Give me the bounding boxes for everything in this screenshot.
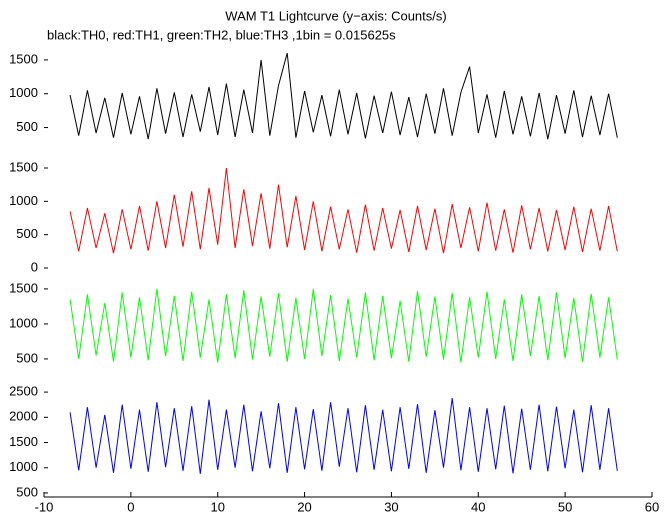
lightcurve <box>69 167 618 254</box>
x-tick-label: -10 <box>35 499 54 514</box>
x-tick-label: 50 <box>558 499 572 514</box>
y-tick-label: 1000 <box>9 315 38 330</box>
x-tick-label: 40 <box>471 499 485 514</box>
chart-subtitle: black:TH0, red:TH1, green:TH2, blue:TH3 … <box>47 27 396 42</box>
lightcurve <box>69 52 618 140</box>
lightcurve <box>69 398 618 474</box>
y-tick-label: 1500 <box>9 434 38 449</box>
x-tick-label: 30 <box>384 499 398 514</box>
y-tick-label: 1000 <box>9 85 38 100</box>
y-tick-label: 1000 <box>9 193 38 208</box>
y-tick-label: 500 <box>16 226 38 241</box>
y-tick-label: 500 <box>16 119 38 134</box>
y-tick-label: 2000 <box>9 409 38 424</box>
y-tick-label: 2500 <box>9 384 38 399</box>
x-tick-label: 20 <box>297 499 311 514</box>
y-tick-label: 500 <box>16 484 38 499</box>
x-tick-label: 10 <box>210 499 224 514</box>
x-tick-label: 60 <box>645 499 659 514</box>
chart-title: WAM T1 Lightcurve (y−axis: Counts/s) <box>225 8 446 23</box>
lightcurve <box>69 288 618 363</box>
y-tick-label: 1000 <box>9 459 38 474</box>
y-tick-label: 500 <box>16 350 38 365</box>
y-tick-label: 1500 <box>9 51 38 66</box>
y-tick-label: 1500 <box>9 280 38 295</box>
y-tick-label: 0 <box>31 259 38 274</box>
y-tick-label: 1500 <box>9 159 38 174</box>
x-tick-label: 0 <box>127 499 134 514</box>
